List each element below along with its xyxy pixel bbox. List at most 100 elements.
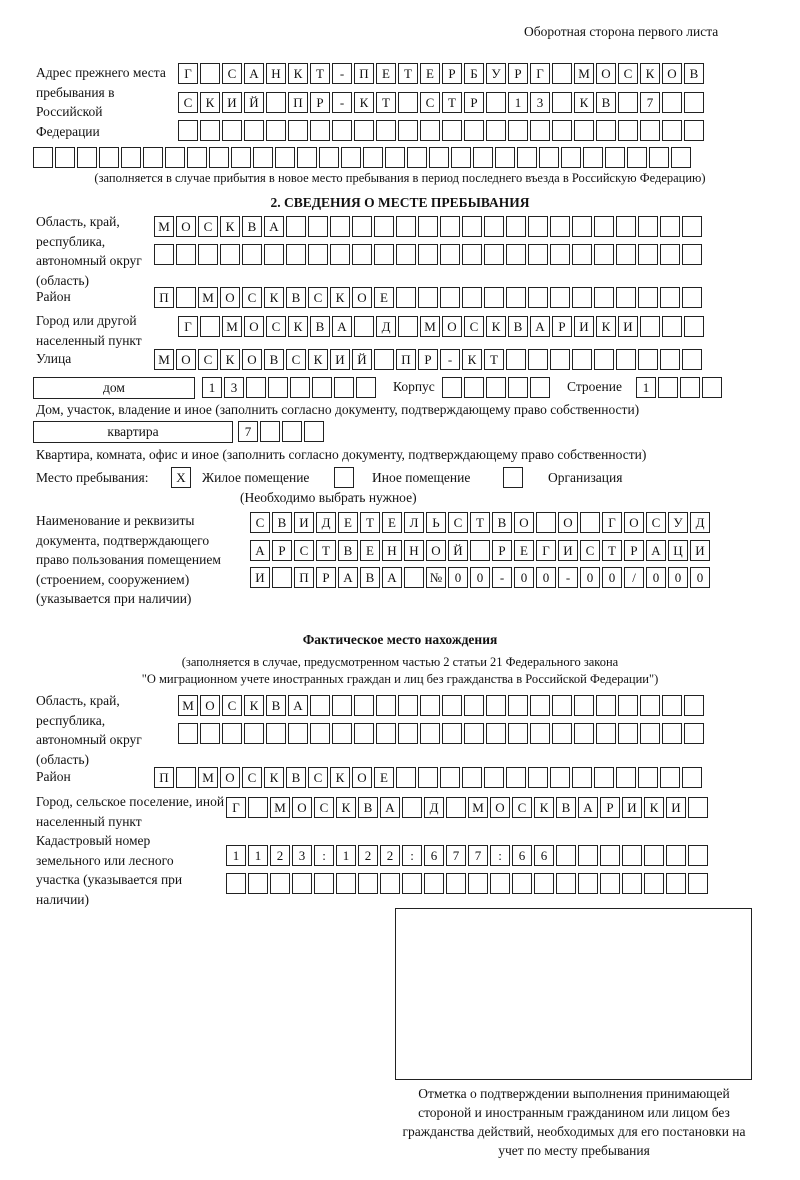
char-cell[interactable]: Д	[690, 512, 710, 533]
char-cell[interactable]	[242, 244, 262, 265]
char-cell[interactable]: В	[338, 540, 358, 561]
char-cell[interactable]: Т	[376, 92, 396, 113]
char-cell[interactable]: Е	[338, 512, 358, 533]
char-cell[interactable]: А	[646, 540, 666, 561]
char-cell[interactable]: 1	[508, 92, 528, 113]
char-cell[interactable]: 7	[640, 92, 660, 113]
char-cell[interactable]: Т	[360, 512, 380, 533]
char-cell[interactable]: П	[294, 567, 314, 588]
char-cell[interactable]	[506, 349, 526, 370]
char-cell[interactable]	[336, 873, 356, 894]
char-cell[interactable]: О	[220, 287, 240, 308]
char-cell[interactable]	[528, 244, 548, 265]
char-cell[interactable]	[684, 316, 704, 337]
char-cell[interactable]	[702, 377, 722, 398]
char-cell[interactable]: 6	[534, 845, 554, 866]
char-cell[interactable]	[440, 287, 460, 308]
char-cell[interactable]: Ь	[426, 512, 446, 533]
char-cell[interactable]: Р	[600, 797, 620, 818]
char-cell[interactable]: В	[264, 349, 284, 370]
char-cell[interactable]: Д	[424, 797, 444, 818]
char-cell[interactable]	[398, 695, 418, 716]
char-cell[interactable]: Й	[352, 349, 372, 370]
char-cell[interactable]: С	[618, 63, 638, 84]
char-cell[interactable]	[508, 377, 528, 398]
char-cell[interactable]: О	[242, 349, 262, 370]
char-cell[interactable]	[209, 147, 229, 168]
char-cell[interactable]	[605, 147, 625, 168]
char-cell[interactable]	[506, 216, 526, 237]
char-cell[interactable]	[622, 845, 642, 866]
char-cell[interactable]: 1	[226, 845, 246, 866]
char-cell[interactable]: 0	[514, 567, 534, 588]
char-cell[interactable]	[462, 216, 482, 237]
char-cell[interactable]	[594, 216, 614, 237]
char-cell[interactable]: :	[402, 845, 422, 866]
char-cell[interactable]: -	[492, 567, 512, 588]
char-cell[interactable]: К	[220, 349, 240, 370]
char-cell[interactable]: Г	[530, 63, 550, 84]
char-cell[interactable]	[310, 120, 330, 141]
char-cell[interactable]	[638, 216, 658, 237]
char-cell[interactable]: И	[250, 567, 270, 588]
char-cell[interactable]	[616, 244, 636, 265]
char-cell[interactable]	[464, 377, 484, 398]
char-cell[interactable]: А	[382, 567, 402, 588]
char-cell[interactable]	[682, 287, 702, 308]
char-cell[interactable]	[352, 216, 372, 237]
char-cell[interactable]: Й	[448, 540, 468, 561]
char-cell[interactable]	[424, 873, 444, 894]
char-cell[interactable]	[556, 873, 576, 894]
char-cell[interactable]	[684, 723, 704, 744]
char-cell[interactable]: 6	[424, 845, 444, 866]
char-cell[interactable]: С	[250, 512, 270, 533]
char-cell[interactable]	[618, 120, 638, 141]
char-cell[interactable]	[354, 695, 374, 716]
char-cell[interactable]	[246, 377, 266, 398]
char-cell[interactable]: К	[264, 767, 284, 788]
char-cell[interactable]: С	[222, 695, 242, 716]
char-cell[interactable]	[154, 244, 174, 265]
char-cell[interactable]	[33, 147, 53, 168]
char-cell[interactable]: С	[448, 512, 468, 533]
char-cell[interactable]	[536, 512, 556, 533]
char-cell[interactable]	[268, 377, 288, 398]
char-cell[interactable]	[462, 767, 482, 788]
char-cell[interactable]	[244, 120, 264, 141]
char-cell[interactable]: О	[662, 63, 682, 84]
char-cell[interactable]	[528, 349, 548, 370]
char-cell[interactable]: В	[596, 92, 616, 113]
char-cell[interactable]: Р	[624, 540, 644, 561]
char-cell[interactable]: К	[640, 63, 660, 84]
char-cell[interactable]	[682, 767, 702, 788]
char-cell[interactable]: В	[266, 695, 286, 716]
char-cell[interactable]	[464, 120, 484, 141]
char-cell[interactable]: 1	[636, 377, 656, 398]
char-cell[interactable]: 0	[580, 567, 600, 588]
option-residential-checkbox[interactable]: Х	[171, 467, 191, 488]
char-cell[interactable]: Р	[316, 567, 336, 588]
char-cell[interactable]: А	[578, 797, 598, 818]
char-cell[interactable]	[484, 244, 504, 265]
char-cell[interactable]	[396, 767, 416, 788]
char-cell[interactable]	[616, 767, 636, 788]
char-cell[interactable]	[248, 873, 268, 894]
char-cell[interactable]: М	[222, 316, 242, 337]
char-cell[interactable]	[334, 377, 354, 398]
char-cell[interactable]: М	[198, 767, 218, 788]
char-cell[interactable]	[178, 723, 198, 744]
char-cell[interactable]	[539, 147, 559, 168]
char-cell[interactable]: П	[396, 349, 416, 370]
char-cell[interactable]	[622, 873, 642, 894]
char-cell[interactable]	[616, 287, 636, 308]
char-cell[interactable]	[356, 377, 376, 398]
char-cell[interactable]	[222, 723, 242, 744]
char-cell[interactable]	[418, 767, 438, 788]
char-cell[interactable]	[266, 723, 286, 744]
char-cell[interactable]	[649, 147, 669, 168]
char-cell[interactable]	[616, 216, 636, 237]
char-cell[interactable]	[464, 723, 484, 744]
char-cell[interactable]	[660, 349, 680, 370]
char-cell[interactable]	[600, 845, 620, 866]
char-cell[interactable]: М	[178, 695, 198, 716]
